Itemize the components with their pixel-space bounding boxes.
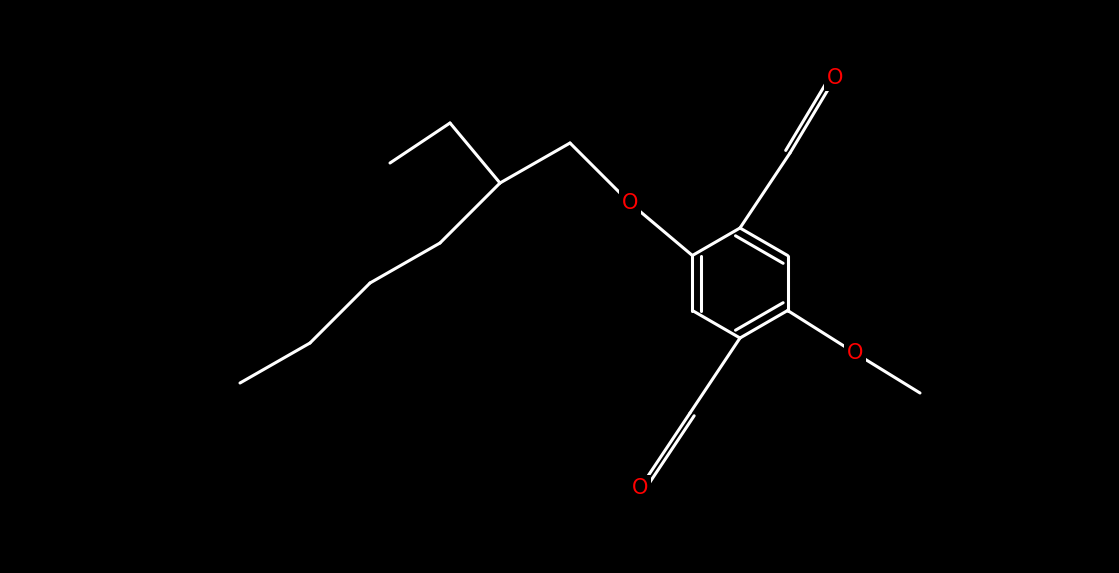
Text: O: O bbox=[827, 68, 844, 88]
Text: O: O bbox=[847, 343, 863, 363]
Text: O: O bbox=[622, 193, 638, 213]
Text: O: O bbox=[632, 478, 648, 498]
